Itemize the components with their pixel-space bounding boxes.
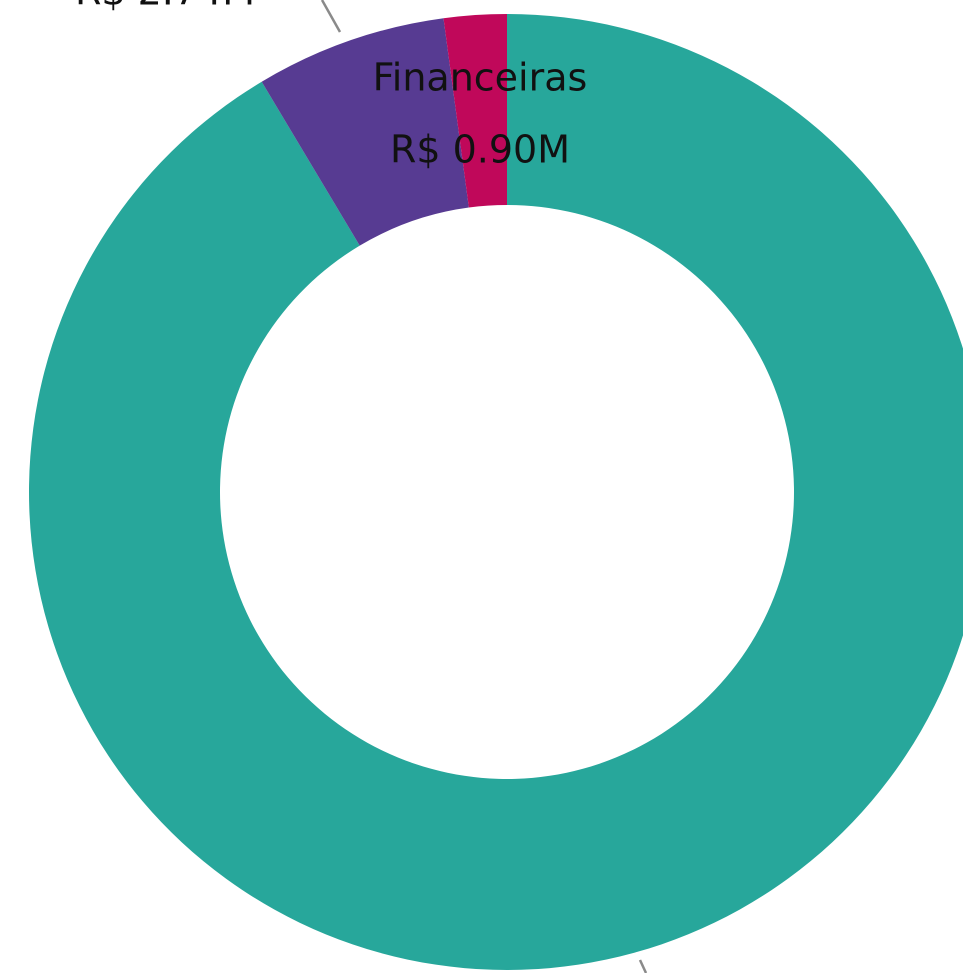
leader-line xyxy=(638,959,648,973)
donut-slice xyxy=(261,18,469,246)
donut-slice xyxy=(29,14,963,970)
donut-slice xyxy=(443,14,507,208)
value-label: R$ 2.74M xyxy=(75,0,255,14)
slice-label: Financeiras xyxy=(373,56,588,100)
leader-line xyxy=(320,0,342,33)
value-label: R$ 0.90M xyxy=(390,128,570,172)
